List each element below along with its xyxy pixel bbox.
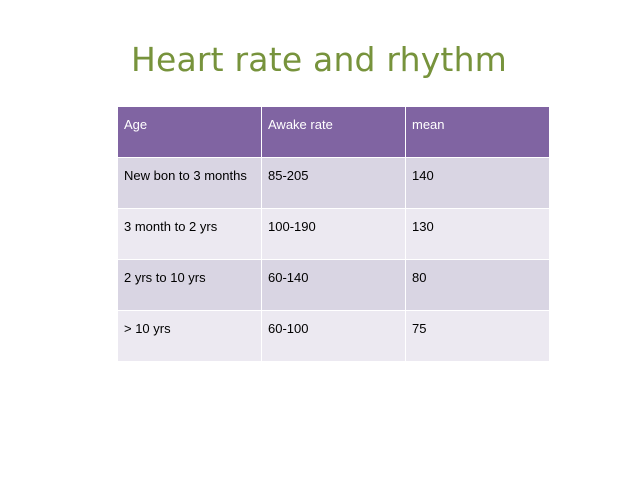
table-row: 2 yrs to 10 yrs 60-140 80 — [117, 259, 550, 311]
cell-mean: 75 — [405, 310, 550, 362]
table-row: > 10 yrs 60-100 75 — [117, 310, 550, 362]
cell-awake-rate: 60-100 — [261, 310, 406, 362]
cell-mean: 80 — [405, 259, 550, 311]
table-row: New bon to 3 months 85-205 140 — [117, 157, 550, 209]
cell-mean: 140 — [405, 157, 550, 209]
cell-awake-rate: 100-190 — [261, 208, 406, 260]
header-awake-rate: Awake rate — [261, 106, 406, 158]
cell-age: > 10 yrs — [117, 310, 262, 362]
cell-mean: 130 — [405, 208, 550, 260]
heart-rate-table: Age Awake rate mean New bon to 3 months … — [117, 106, 550, 362]
table-header-row: Age Awake rate mean — [117, 106, 550, 158]
cell-awake-rate: 60-140 — [261, 259, 406, 311]
cell-awake-rate: 85-205 — [261, 157, 406, 209]
header-age: Age — [117, 106, 262, 158]
cell-age: 3 month to 2 yrs — [117, 208, 262, 260]
table-row: 3 month to 2 yrs 100-190 130 — [117, 208, 550, 260]
cell-age: New bon to 3 months — [117, 157, 262, 209]
cell-age: 2 yrs to 10 yrs — [117, 259, 262, 311]
slide-title: Heart rate and rhythm — [130, 40, 508, 79]
header-mean: mean — [405, 106, 550, 158]
